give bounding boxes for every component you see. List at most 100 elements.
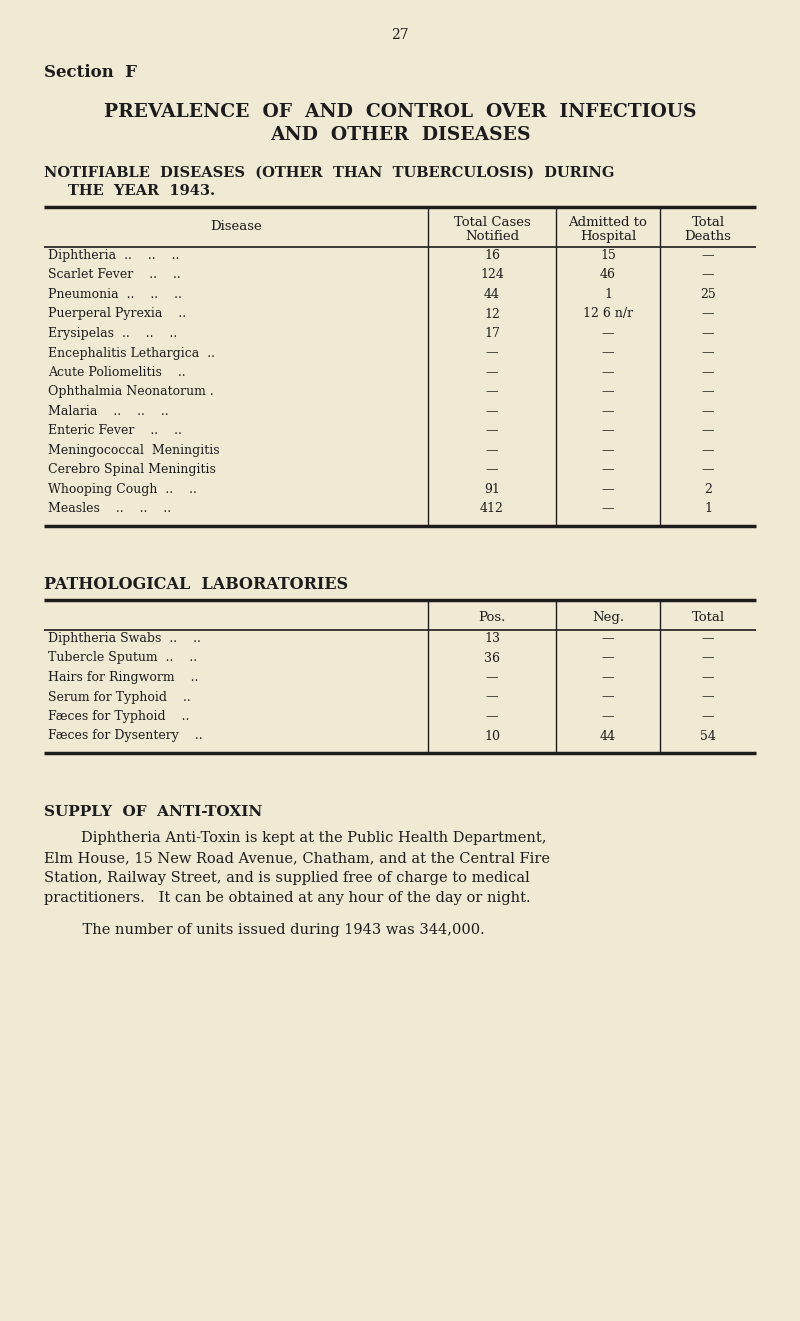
Text: Cerebro Spinal Meningitis: Cerebro Spinal Meningitis <box>48 464 216 477</box>
Text: Diphtheria Swabs  ..    ..: Diphtheria Swabs .. .. <box>48 631 201 645</box>
Text: 1: 1 <box>604 288 612 301</box>
Text: Malaria    ..    ..    ..: Malaria .. .. .. <box>48 406 169 417</box>
Text: Serum for Typhoid    ..: Serum for Typhoid .. <box>48 691 190 704</box>
Text: 12 6 n/r: 12 6 n/r <box>583 308 633 321</box>
Text: Elm House, 15 New Road Avenue, Chatham, and at the Central Fire: Elm House, 15 New Road Avenue, Chatham, … <box>44 851 550 865</box>
Text: —: — <box>602 631 614 645</box>
Text: 54: 54 <box>700 729 716 742</box>
Text: —: — <box>702 346 714 359</box>
Text: NOTIFIABLE  DISEASES  (OTHER  THAN  TUBERCULOSIS)  DURING: NOTIFIABLE DISEASES (OTHER THAN TUBERCUL… <box>44 166 614 180</box>
Text: Admitted to: Admitted to <box>569 217 647 229</box>
Text: —: — <box>486 406 498 417</box>
Text: —: — <box>602 709 614 723</box>
Text: Diphtheria Anti-Toxin is kept at the Public Health Department,: Diphtheria Anti-Toxin is kept at the Pub… <box>44 831 546 845</box>
Text: SUPPLY  OF  ANTI-TOXIN: SUPPLY OF ANTI-TOXIN <box>44 804 262 819</box>
Text: Pneumonia  ..    ..    ..: Pneumonia .. .. .. <box>48 288 182 301</box>
Text: —: — <box>702 248 714 262</box>
Text: —: — <box>702 691 714 704</box>
Text: Neg.: Neg. <box>592 612 624 624</box>
Text: —: — <box>602 346 614 359</box>
Text: 16: 16 <box>484 248 500 262</box>
Text: —: — <box>702 268 714 281</box>
Text: Measles    ..    ..    ..: Measles .. .. .. <box>48 502 171 515</box>
Text: Total: Total <box>691 217 725 229</box>
Text: Hairs for Ringworm    ..: Hairs for Ringworm .. <box>48 671 198 684</box>
Text: —: — <box>702 631 714 645</box>
Text: 91: 91 <box>484 483 500 495</box>
Text: —: — <box>486 691 498 704</box>
Text: Fæces for Dysentery    ..: Fæces for Dysentery .. <box>48 729 202 742</box>
Text: —: — <box>602 366 614 379</box>
Text: —: — <box>702 671 714 684</box>
Text: —: — <box>702 308 714 321</box>
Text: —: — <box>602 328 614 339</box>
Text: —: — <box>486 709 498 723</box>
Text: —: — <box>702 366 714 379</box>
Text: Erysipelas  ..    ..    ..: Erysipelas .. .. .. <box>48 328 178 339</box>
Text: —: — <box>602 691 614 704</box>
Text: —: — <box>486 444 498 457</box>
Text: —: — <box>702 651 714 664</box>
Text: Disease: Disease <box>210 219 262 232</box>
Text: 15: 15 <box>600 248 616 262</box>
Text: 1: 1 <box>704 502 712 515</box>
Text: 124: 124 <box>480 268 504 281</box>
Text: Tubercle Sputum  ..    ..: Tubercle Sputum .. .. <box>48 651 197 664</box>
Text: Whooping Cough  ..    ..: Whooping Cough .. .. <box>48 483 197 495</box>
Text: 25: 25 <box>700 288 716 301</box>
Text: —: — <box>702 709 714 723</box>
Text: —: — <box>486 346 498 359</box>
Text: —: — <box>602 386 614 399</box>
Text: —: — <box>486 671 498 684</box>
Text: The number of units issued during 1943 was 344,000.: The number of units issued during 1943 w… <box>64 923 485 937</box>
Text: —: — <box>702 444 714 457</box>
Text: Fæces for Typhoid    ..: Fæces for Typhoid .. <box>48 709 190 723</box>
Text: —: — <box>702 464 714 477</box>
Text: —: — <box>602 406 614 417</box>
Text: PATHOLOGICAL  LABORATORIES: PATHOLOGICAL LABORATORIES <box>44 576 348 593</box>
Text: Scarlet Fever    ..    ..: Scarlet Fever .. .. <box>48 268 181 281</box>
Text: —: — <box>702 328 714 339</box>
Text: 46: 46 <box>600 268 616 281</box>
Text: —: — <box>602 444 614 457</box>
Text: Total: Total <box>691 612 725 624</box>
Text: —: — <box>486 386 498 399</box>
Text: —: — <box>702 406 714 417</box>
Text: —: — <box>702 386 714 399</box>
Text: Station, Railway Street, and is supplied free of charge to medical: Station, Railway Street, and is supplied… <box>44 871 530 885</box>
Text: Pos.: Pos. <box>478 612 506 624</box>
Text: Puerperal Pyrexia    ..: Puerperal Pyrexia .. <box>48 308 186 321</box>
Text: —: — <box>486 424 498 437</box>
Text: —: — <box>602 671 614 684</box>
Text: Diphtheria  ..    ..    ..: Diphtheria .. .. .. <box>48 248 179 262</box>
Text: 412: 412 <box>480 502 504 515</box>
Text: Notified: Notified <box>465 230 519 243</box>
Text: Hospital: Hospital <box>580 230 636 243</box>
Text: 13: 13 <box>484 631 500 645</box>
Text: Section  F: Section F <box>44 63 137 81</box>
Text: AND  OTHER  DISEASES: AND OTHER DISEASES <box>270 125 530 144</box>
Text: THE  YEAR  1943.: THE YEAR 1943. <box>68 184 215 198</box>
Text: Acute Poliomelitis    ..: Acute Poliomelitis .. <box>48 366 186 379</box>
Text: Enteric Fever    ..    ..: Enteric Fever .. .. <box>48 424 182 437</box>
Text: Ophthalmia Neonatorum .: Ophthalmia Neonatorum . <box>48 386 214 399</box>
Text: 44: 44 <box>600 729 616 742</box>
Text: Deaths: Deaths <box>685 230 731 243</box>
Text: 12: 12 <box>484 308 500 321</box>
Text: Total Cases: Total Cases <box>454 217 530 229</box>
Text: 17: 17 <box>484 328 500 339</box>
Text: practitioners.   It can be obtained at any hour of the day or night.: practitioners. It can be obtained at any… <box>44 890 530 905</box>
Text: 10: 10 <box>484 729 500 742</box>
Text: —: — <box>702 424 714 437</box>
Text: —: — <box>602 464 614 477</box>
Text: —: — <box>602 502 614 515</box>
Text: Meningococcal  Meningitis: Meningococcal Meningitis <box>48 444 220 457</box>
Text: —: — <box>602 483 614 495</box>
Text: —: — <box>486 366 498 379</box>
Text: 36: 36 <box>484 651 500 664</box>
Text: —: — <box>602 424 614 437</box>
Text: 2: 2 <box>704 483 712 495</box>
Text: —: — <box>486 464 498 477</box>
Text: PREVALENCE  OF  AND  CONTROL  OVER  INFECTIOUS: PREVALENCE OF AND CONTROL OVER INFECTIOU… <box>104 103 696 122</box>
Text: 27: 27 <box>391 28 409 42</box>
